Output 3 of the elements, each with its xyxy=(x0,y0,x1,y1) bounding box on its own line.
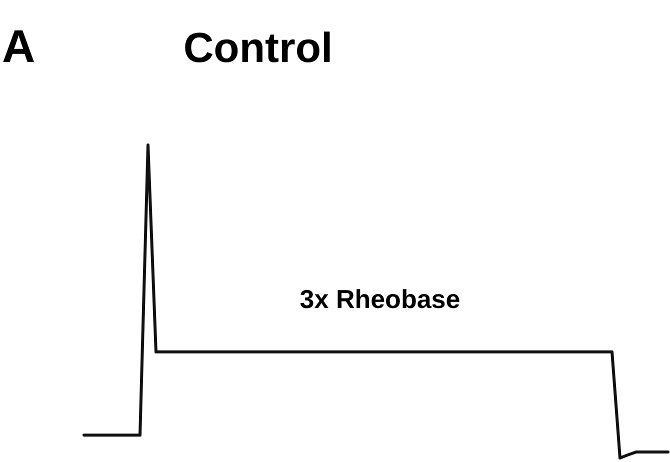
chart-title: Control xyxy=(183,24,333,71)
annotation: 3x Rheobase xyxy=(300,284,460,314)
text: A xyxy=(2,20,36,72)
